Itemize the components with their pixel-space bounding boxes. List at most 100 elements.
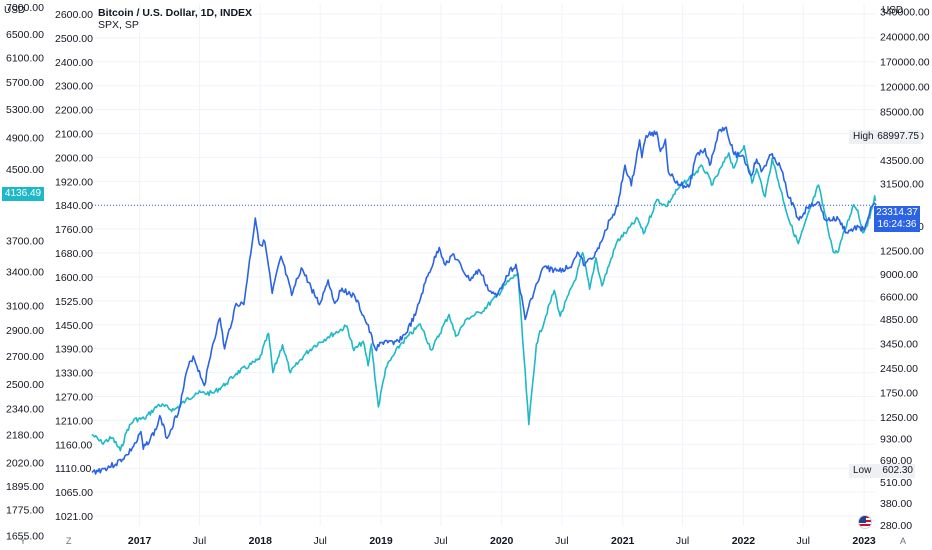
spx-outer-tick-label: 3100.00 (6, 300, 44, 312)
x-tick-label: 2018 (249, 535, 273, 547)
spx-inner-tick-label: 2000.00 (55, 152, 93, 164)
spx-inner-tick-label: 1065.00 (55, 487, 93, 499)
btc-series-line (91, 126, 877, 475)
chart-title: Bitcoin / U.S. Dollar, 1D, INDEX (98, 7, 253, 19)
spx-inner-tick-label: 2300.00 (55, 81, 93, 93)
x-tick-label: 2022 (732, 535, 756, 547)
spx-inner-tick-label: 1330.00 (55, 368, 93, 380)
btc-last-price-tag: 23314.37 16:24:36 (874, 206, 920, 232)
us-flag-icon[interactable] (858, 515, 872, 529)
spx-outer-tick-label: 2900.00 (6, 325, 44, 337)
spx-outer-tick-label: 6500.00 (6, 29, 44, 41)
spx-inner-tick-label: 1450.00 (55, 320, 93, 332)
spx-inner-tick-label: 1840.00 (55, 200, 93, 212)
spx-outer-tick-label: 2340.00 (6, 403, 44, 415)
spx-outer-tick-label: 5300.00 (6, 104, 44, 116)
spx-inner-tick-label: 2600.00 (55, 9, 93, 21)
spx-inner-tick-label: 1920.00 (55, 176, 93, 188)
spx-inner-tick-label: 1760.00 (55, 224, 93, 236)
btc-tick-label: 380.00 (880, 498, 912, 510)
btc-tick-label: 930.00 (880, 433, 912, 445)
btc-tick-label: 3450.00 (880, 338, 918, 350)
btc-tick-label: 43500.00 (880, 155, 924, 167)
x-tick-label: 2017 (128, 535, 152, 547)
x-tick-label: 2023 (852, 535, 876, 547)
spx-outer-tick-label: 2020.00 (6, 457, 44, 469)
spx-inner-tick-label: 1680.00 (55, 248, 93, 260)
spx-inner-tick-label: 1525.00 (55, 296, 93, 308)
btc-tick-label: 9000.00 (880, 269, 918, 281)
zoom-toggle-button[interactable]: Z (66, 536, 72, 546)
spx-outer-tick-label: 2500.00 (6, 379, 44, 391)
x-tick-label: Jul (313, 535, 326, 547)
spx-inner-tick-label: 1270.00 (55, 391, 93, 403)
spx-outer-tick-label: 3700.00 (6, 236, 44, 248)
spx-inner-tick-label: 1021.00 (55, 511, 93, 523)
spx-inner-tick-label: 2100.00 (55, 129, 93, 141)
btc-tick-label: 1750.00 (880, 388, 918, 400)
high-label: High (853, 131, 874, 142)
spx-outer-tick-label: 4900.00 (6, 133, 44, 145)
spx-series-line (91, 144, 877, 452)
btc-tick-label: 1250.00 (880, 412, 918, 424)
left-unit-label: USD (4, 5, 26, 16)
btc-tick-label: 31500.00 (880, 178, 924, 190)
high-marker: High 68997.75 (849, 130, 921, 144)
btc-tick-label: 690.00 (880, 455, 912, 467)
x-tick-label: Jul (193, 535, 206, 547)
low-value: 602.30 (882, 465, 913, 476)
spx-outer-tick-label: 1775.00 (6, 505, 44, 517)
spx-outer-tick-label: 7000.00 (6, 2, 44, 14)
btc-tick-label: 280.00 (880, 520, 912, 532)
btc-tick-label: 120000.00 (880, 82, 930, 94)
btc-tick-label: 170000.00 (880, 56, 930, 68)
btc-tick-label: 240000.00 (880, 32, 930, 44)
btc-tick-label: 510.00 (880, 477, 912, 489)
spx-outer-tick-label: 2180.00 (6, 429, 44, 441)
x-tick-label: 2019 (369, 535, 393, 547)
spx-outer-tick-label: 4500.00 (6, 164, 44, 176)
spx-axis-inner: 2600.00 2500.00 2400.00 2300.00 2200.00 2100.… (55, 9, 93, 523)
spx-outer-tick-label: 1655.00 (6, 530, 44, 542)
chart-subtitle: SPX, SP (98, 19, 139, 31)
spx-inner-tick-label: 2500.00 (55, 33, 93, 45)
spx-inner-tick-label: 2400.00 (55, 57, 93, 69)
btc-tick-label: 85000.00 (880, 107, 924, 119)
btc-axis: 340000.00 240000.00 170000.00 120000.00 8500… (880, 6, 930, 532)
x-axis: 2017 Jul 2018 Jul 2019 Jul 2020 Jul 2021 Jul 2022 J… (128, 535, 876, 547)
x-tick-label: Jul (797, 535, 810, 547)
chart-series (91, 126, 877, 475)
spx-outer-tick-label: 2700.00 (6, 351, 44, 363)
chart-grid (92, 4, 876, 526)
spx-inner-tick-label: 1600.00 (55, 272, 93, 284)
low-label: Low (853, 465, 872, 476)
right-unit-label: USD (882, 5, 904, 16)
spx-inner-tick-label: 1160.00 (55, 439, 92, 451)
spx-last-price-tag: 4136.49 (2, 187, 44, 201)
high-value: 68997.75 (877, 131, 919, 142)
auto-scale-button[interactable]: A (900, 536, 907, 546)
btc-tick-label: 4850.00 (880, 314, 918, 326)
spx-inner-tick-label: 1110.00 (55, 463, 92, 475)
x-tick-label: 2020 (490, 535, 514, 547)
btc-tick-label: 340000.00 (880, 6, 930, 18)
x-tick-label: Jul (555, 535, 568, 547)
x-tick-label: 2021 (611, 535, 635, 547)
x-tick-label: Jul (434, 535, 447, 547)
btc-tick-label: 6600.00 (880, 292, 918, 304)
spx-inner-tick-label: 1390.00 (55, 344, 93, 356)
btc-countdown: 16:24:36 (877, 219, 917, 230)
spx-outer-tick-label: 3400.00 (6, 267, 44, 279)
x-tick-label: Jul (676, 535, 689, 547)
spx-inner-tick-label: 2200.00 (55, 105, 93, 117)
log-toggle-button[interactable]: Y (20, 536, 27, 546)
spx-inner-tick-label: 1210.00 (55, 415, 93, 427)
spx-axis-outer: 7000.00 6500.00 6100.00 5700.00 5300.00 4900.… (6, 2, 44, 542)
btc-last-price: 23314.37 (876, 207, 918, 218)
btc-tick-label: 12500.00 (880, 245, 924, 257)
spx-outer-tick-label: 6100.00 (6, 52, 44, 64)
spx-outer-tick-label: 1895.00 (6, 481, 44, 493)
low-marker: Low 602.30 (849, 464, 915, 478)
spx-outer-tick-label: 5700.00 (6, 77, 44, 89)
